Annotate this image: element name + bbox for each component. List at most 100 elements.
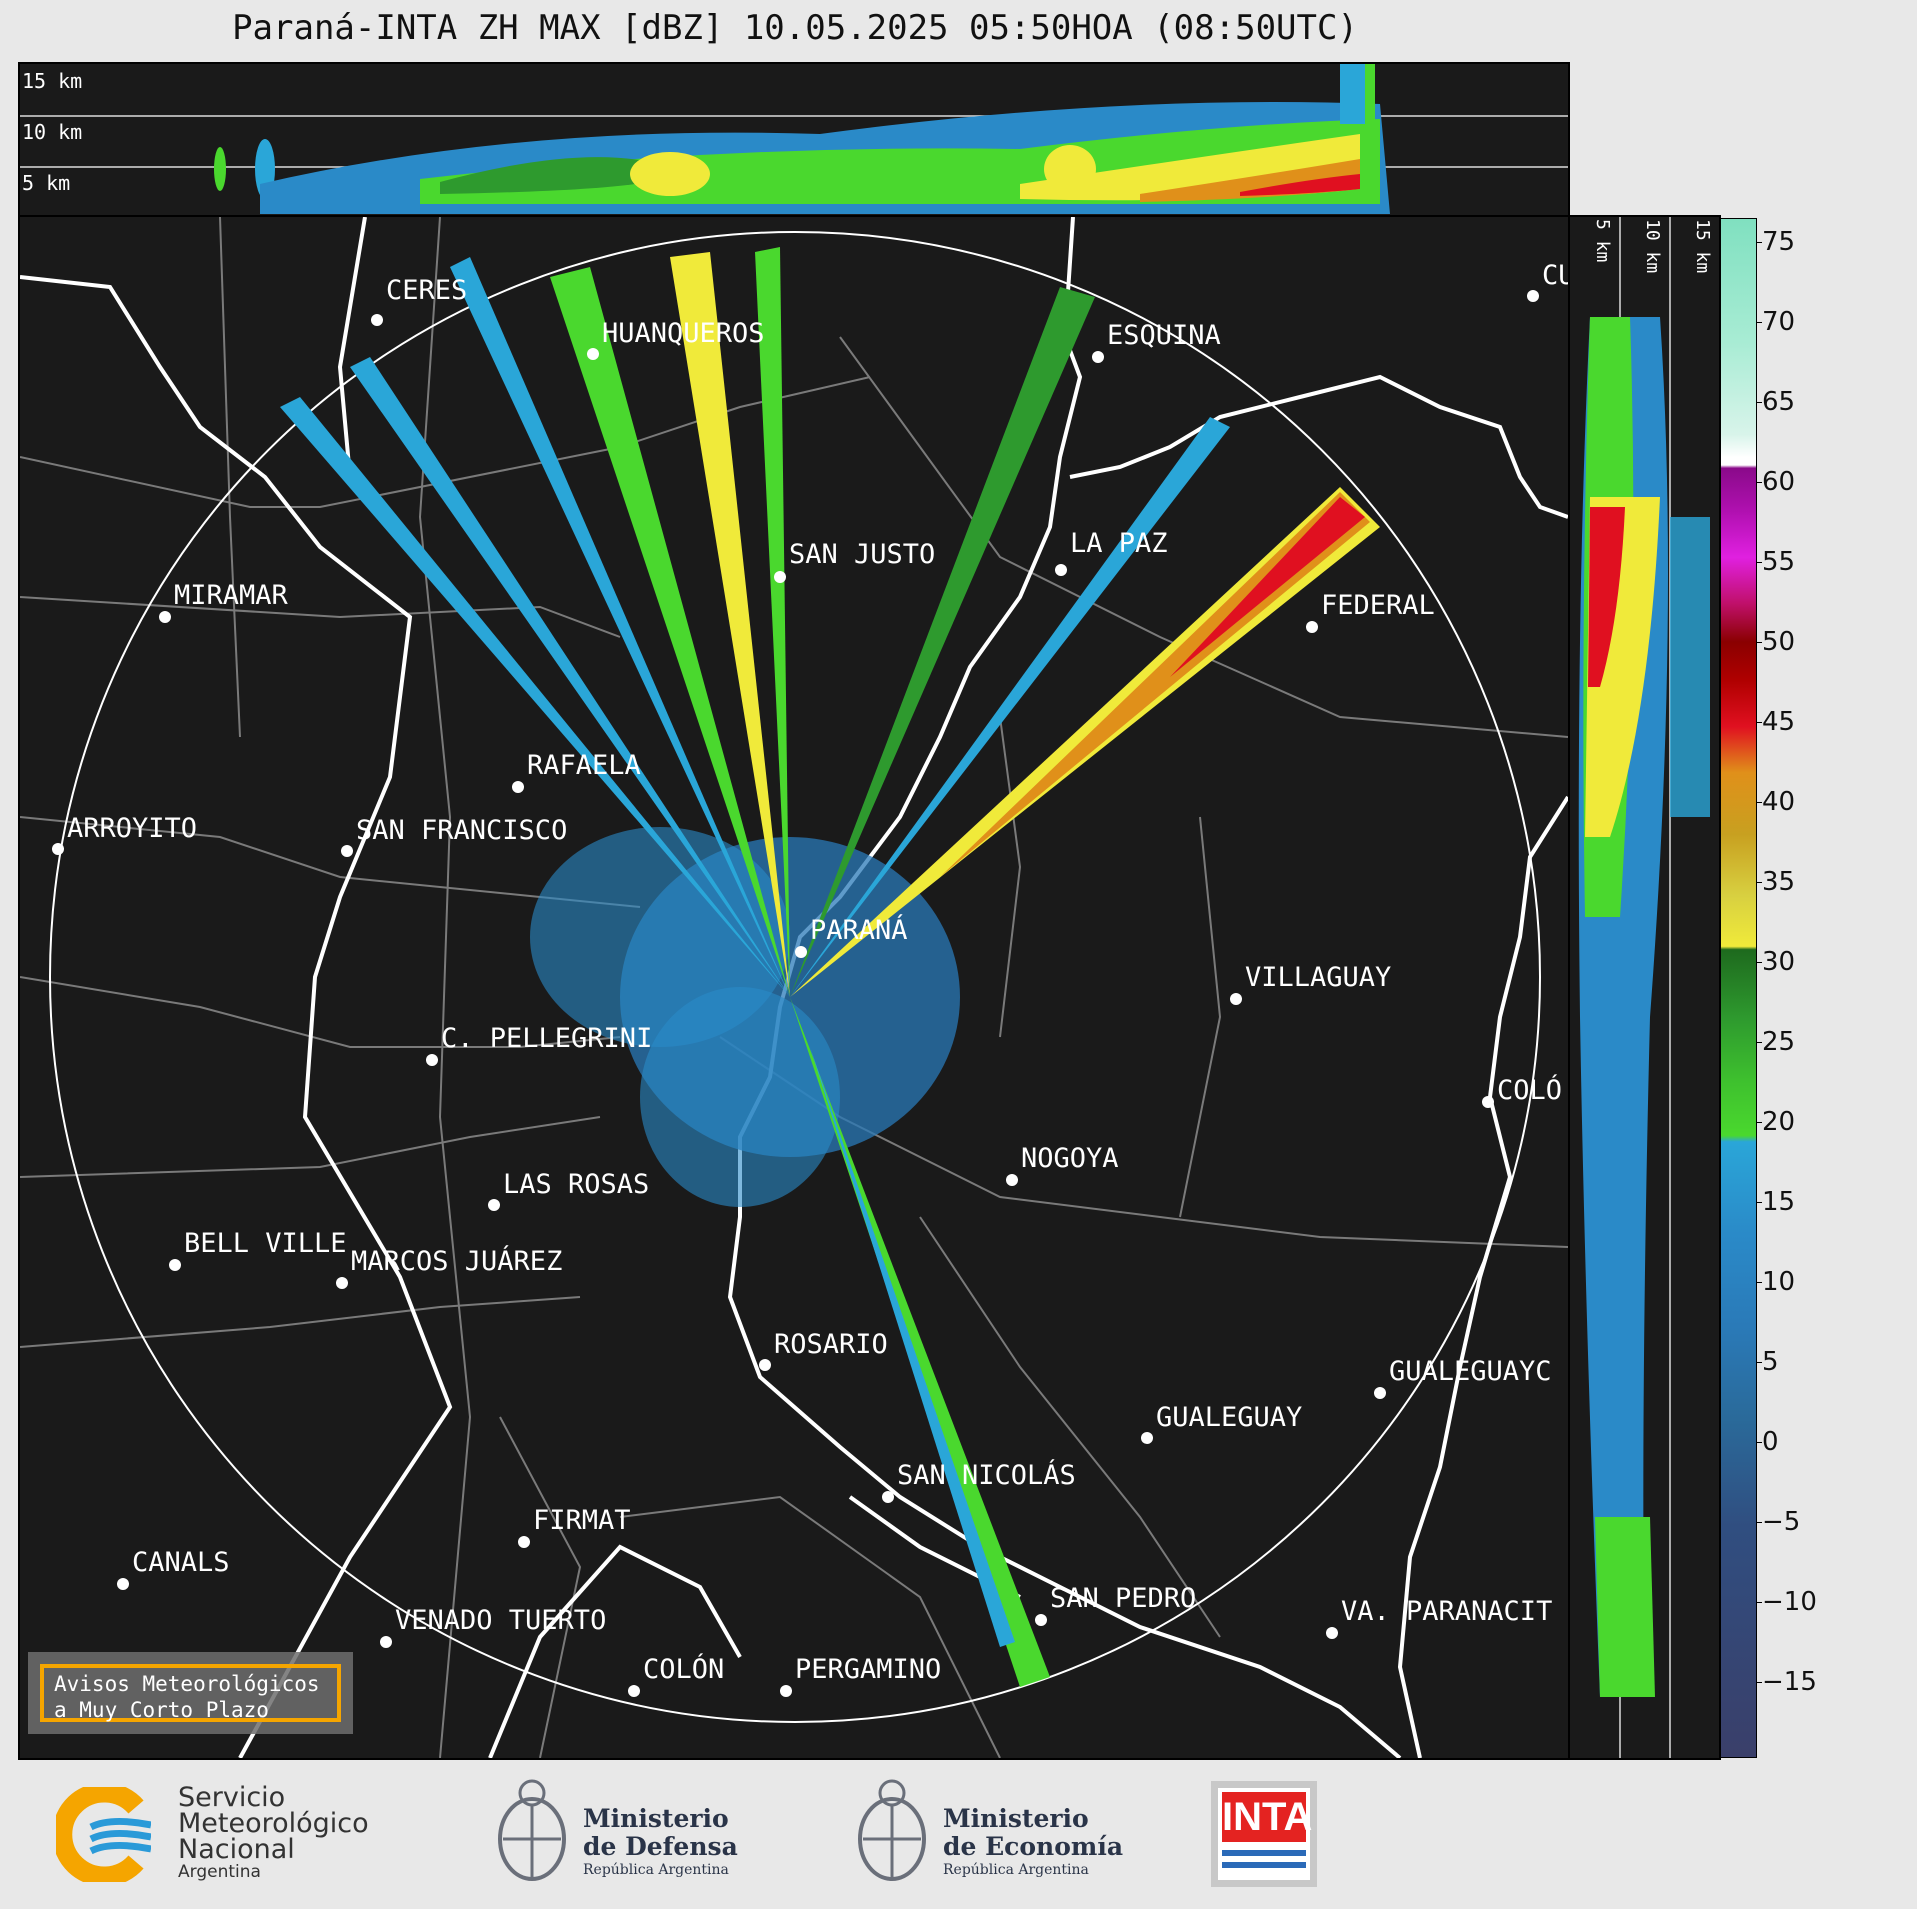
city-miramar: MIRAMAR <box>159 580 289 623</box>
city-villaguay: VILLAGUAY <box>1230 962 1391 1005</box>
cbar-tick-55: 55 <box>1755 547 1796 577</box>
svg-text:SAN JUSTO: SAN JUSTO <box>789 539 935 570</box>
city-va-paranacit: VA. PARANACIT <box>1326 1596 1552 1639</box>
svg-text:BELL VILLE: BELL VILLE <box>184 1228 347 1259</box>
city-firmat: FIRMAT <box>518 1505 631 1548</box>
colorbar <box>1720 218 1757 1758</box>
svg-text:COLÓ: COLÓ <box>1497 1074 1562 1106</box>
alert-line-1: Avisos Meteorológicos <box>54 1672 320 1696</box>
cbar-tick-65: 65 <box>1755 387 1796 417</box>
svg-text:CANALS: CANALS <box>132 1547 230 1578</box>
smn-line-4: Argentina <box>178 1862 261 1882</box>
svg-text:SAN FRANCISCO: SAN FRANCISCO <box>356 815 567 846</box>
coat-of-arms-icon <box>858 1779 926 1881</box>
city-las-rosas: LAS ROSAS <box>488 1169 649 1211</box>
svg-text:PERGAMINO: PERGAMINO <box>795 1654 941 1685</box>
cbar-tick-45: 45 <box>1755 707 1796 737</box>
svg-text:PARANÁ: PARANÁ <box>810 914 908 946</box>
side-height-label-10: 10 km <box>1642 219 1663 273</box>
smn-line-3: Nacional <box>178 1834 295 1865</box>
cbar-tick-70: 70 <box>1755 307 1796 337</box>
svg-text:FIRMAT: FIRMAT <box>533 1505 631 1536</box>
smn-emblem-icon <box>56 1787 151 1882</box>
city-layer: CERES HUANQUEROS ESQUINA CU MIRAMAR SAN … <box>52 260 1575 1697</box>
city-venado-tuerto: VENADO TUERTO <box>380 1605 606 1648</box>
top-height-label-15: 15 km <box>22 69 82 93</box>
svg-text:VA. PARANACIT: VA. PARANACIT <box>1341 1596 1552 1627</box>
cbar-tick-5: 5 <box>1756 1347 1779 1377</box>
inta-text: INTA <box>1222 1792 1312 1842</box>
cbar-tick-60: 60 <box>1755 467 1796 497</box>
alert-box-inner: Avisos Meteorológicos a Muy Corto Plazo <box>40 1664 341 1722</box>
top-height-label-5: 5 km <box>22 171 70 195</box>
city-canals: CANALS <box>117 1547 230 1590</box>
svg-text:CERES: CERES <box>386 275 467 306</box>
city-nogoya: NOGOYA <box>1006 1143 1119 1186</box>
side-height-label-5: 5 km <box>1592 219 1613 262</box>
svg-text:SAN NICOLÁS: SAN NICOLÁS <box>897 1459 1076 1491</box>
alert-box[interactable]: Avisos Meteorológicos a Muy Corto Plazo <box>28 1652 353 1734</box>
city-san-nicolas: SAN NICOLÁS <box>882 1459 1076 1503</box>
chart-title: Paraná-INTA ZH MAX [dBZ] 10.05.2025 05:5… <box>232 8 1358 48</box>
top-cross-section-panel: 15 km 10 km 5 km <box>18 62 1570 217</box>
city-la-paz: LA PAZ <box>1055 528 1168 576</box>
svg-text:LA PAZ: LA PAZ <box>1070 528 1168 559</box>
svg-text:SAN PEDRO: SAN PEDRO <box>1050 1583 1196 1614</box>
city-huanqueros: HUANQUEROS <box>587 318 765 360</box>
cbar-tick-0: 0 <box>1756 1427 1779 1457</box>
city-bell-ville: BELL VILLE <box>169 1228 347 1271</box>
svg-text:ROSARIO: ROSARIO <box>774 1329 888 1360</box>
side-echo-band <box>1578 317 1710 1697</box>
city-federal: FEDERAL <box>1306 590 1435 633</box>
defensa-line-3: República Argentina <box>583 1862 729 1878</box>
svg-text:ESQUINA: ESQUINA <box>1107 320 1221 351</box>
top-cross-section: 15 km 10 km 5 km <box>20 64 1568 214</box>
defensa-line-1: Ministerio <box>583 1804 729 1833</box>
economia-logo: Ministerio de Economía República Argenti… <box>855 1775 1125 1895</box>
city-gualeguay: GUALEGUAY <box>1141 1402 1302 1444</box>
cbar-tick-25: 25 <box>1755 1027 1796 1057</box>
cbar-tick-20: 20 <box>1755 1107 1796 1137</box>
city-rafaela: RAFAELA <box>512 750 641 793</box>
svg-text:GUALEGUAY: GUALEGUAY <box>1156 1402 1302 1433</box>
svg-text:HUANQUEROS: HUANQUEROS <box>602 318 765 349</box>
radar-map: CERES HUANQUEROS ESQUINA CU MIRAMAR SAN … <box>19 216 1575 1760</box>
svg-text:VILLAGUAY: VILLAGUAY <box>1245 962 1391 993</box>
smn-line-1: Servicio <box>178 1782 286 1813</box>
smn-line-2: Meteorológico <box>178 1808 369 1839</box>
city-cu: CU <box>1527 260 1575 302</box>
city-marcos-juarez: MARCOS JUÁREZ <box>336 1245 562 1289</box>
alert-line-2: a Muy Corto Plazo <box>54 1698 269 1722</box>
inta-logo: INTA <box>1211 1781 1317 1887</box>
city-san-francisco: SAN FRANCISCO <box>341 815 567 857</box>
city-colon: COLÓN <box>628 1653 724 1697</box>
city-rosario: ROSARIO <box>759 1329 888 1371</box>
range-ring <box>49 231 1541 1723</box>
svg-text:ARROYITO: ARROYITO <box>67 813 197 844</box>
city-san-pedro: SAN PEDRO <box>1035 1583 1196 1626</box>
cbar-tick-minus5: −5 <box>1755 1507 1801 1537</box>
cbar-tick-50: 50 <box>1755 627 1796 657</box>
city-san-justo: SAN JUSTO <box>774 539 935 583</box>
side-cross-section: 5 km 10 km 15 km <box>1578 217 1713 1758</box>
svg-text:MIRAMAR: MIRAMAR <box>174 580 289 611</box>
economia-line-1: Ministerio <box>943 1804 1089 1833</box>
cbar-tick-minus15: −15 <box>1756 1667 1817 1697</box>
svg-text:RAFAELA: RAFAELA <box>527 750 641 781</box>
cbar-tick-15: 15 <box>1755 1187 1796 1217</box>
svg-text:C. PELLEGRINI: C. PELLEGRINI <box>441 1023 652 1054</box>
cbar-tick-75: 75 <box>1755 227 1796 257</box>
cbar-tick-10: 10 <box>1755 1267 1796 1297</box>
cbar-tick-30: 30 <box>1755 947 1796 977</box>
radar-echoes <box>280 247 1380 1687</box>
side-height-label-15: 15 km <box>1692 219 1713 273</box>
svg-text:VENADO TUERTO: VENADO TUERTO <box>395 1605 606 1636</box>
city-c-pellegrini: C. PELLEGRINI <box>426 1023 652 1066</box>
svg-text:LAS ROSAS: LAS ROSAS <box>503 1169 649 1200</box>
svg-text:NOGOYA: NOGOYA <box>1021 1143 1119 1174</box>
svg-text:COLÓN: COLÓN <box>643 1653 724 1685</box>
svg-text:GUALEGUAYC: GUALEGUAYC <box>1389 1356 1552 1387</box>
cbar-tick-40: 40 <box>1755 787 1796 817</box>
svg-text:MARCOS JUÁREZ: MARCOS JUÁREZ <box>351 1245 562 1277</box>
svg-text:FEDERAL: FEDERAL <box>1321 590 1435 621</box>
